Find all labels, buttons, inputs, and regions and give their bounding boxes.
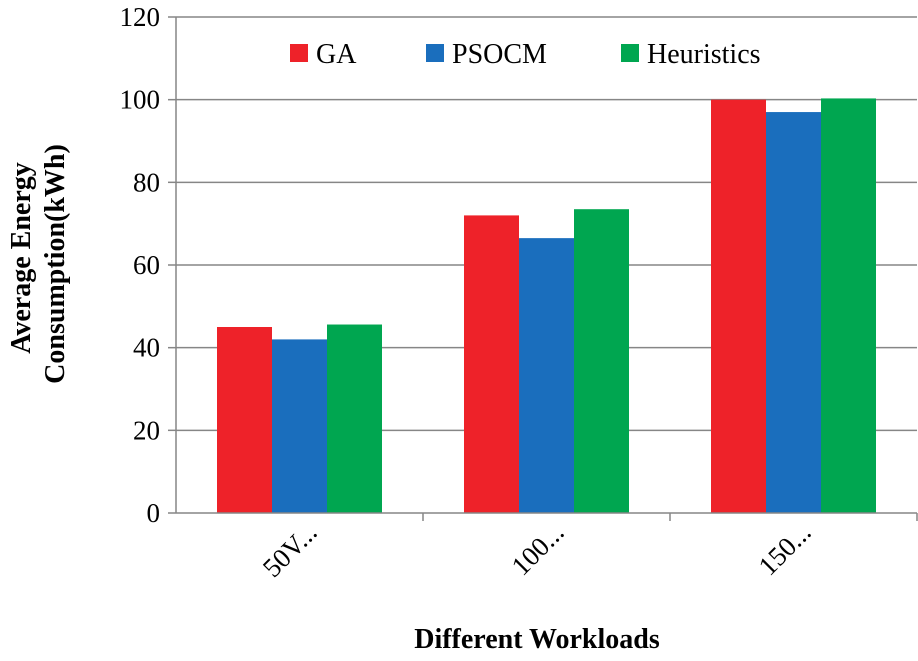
legend-label-ga: GA xyxy=(316,39,357,70)
legend: GA PSOCM Heuristics xyxy=(290,39,761,70)
y-tick-labels: 0 20 40 60 80 100 120 xyxy=(120,2,161,528)
x-tick-label: 50V... xyxy=(257,517,323,583)
legend-label-heuristics: Heuristics xyxy=(647,39,761,70)
bar-psocm-3 xyxy=(766,112,821,514)
bar-psocm-1 xyxy=(272,339,327,513)
x-tick-label: 100... xyxy=(506,517,570,581)
x-axis-title: Different Workloads xyxy=(414,624,660,655)
x-tick-labels: 50V... 100... 150... xyxy=(257,517,817,583)
y-tick-label: 0 xyxy=(147,498,161,528)
y-axis-title-line-2: Consumption(kWh) xyxy=(40,144,71,384)
y-tick-label: 80 xyxy=(133,167,160,197)
legend-swatch-ga xyxy=(290,44,308,62)
bar-ga-1 xyxy=(217,327,272,513)
legend-swatch-psocm xyxy=(426,44,444,62)
legend-label-psocm: PSOCM xyxy=(452,39,547,70)
bar-ga-3 xyxy=(711,99,766,514)
y-tick-label: 60 xyxy=(133,250,160,280)
y-axis-title-line-1: Average Energy xyxy=(6,162,37,354)
y-tick-label: 20 xyxy=(133,415,160,445)
axes xyxy=(168,16,918,521)
x-tick-label: 150... xyxy=(753,517,817,581)
y-tick-label: 100 xyxy=(120,85,161,115)
bar-ga-2 xyxy=(464,215,519,513)
y-tick-label: 40 xyxy=(133,333,160,363)
legend-swatch-heuristics xyxy=(621,44,639,62)
y-tick-label: 120 xyxy=(120,2,161,32)
bar-heuristics-2 xyxy=(574,209,629,513)
bars xyxy=(217,98,876,514)
bar-heuristics-1 xyxy=(327,324,382,513)
bar-heuristics-3 xyxy=(821,98,876,513)
bar-psocm-2 xyxy=(519,238,574,513)
